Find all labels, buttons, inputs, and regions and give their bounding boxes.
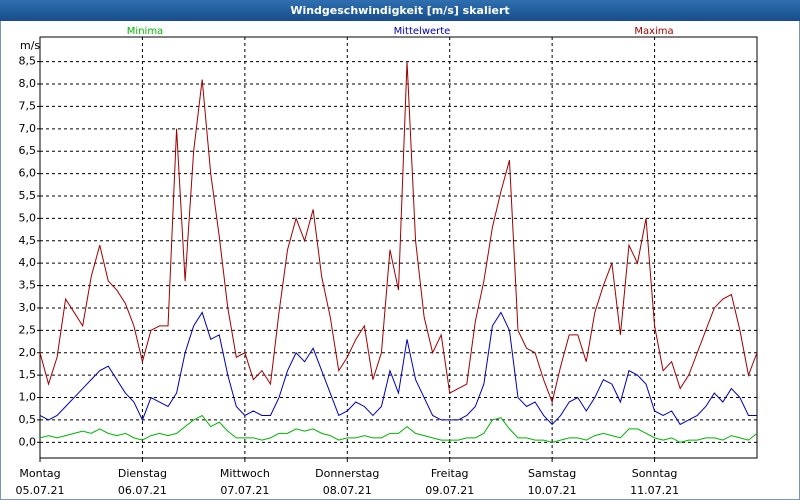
x-tick-label: Samstag	[528, 467, 576, 480]
y-tick-label: 2,0	[19, 346, 37, 359]
series-line	[39, 311, 757, 426]
y-tick-label: 0,5	[19, 413, 37, 426]
plot-frame	[39, 36, 758, 459]
x-tick-date: 11.07.21	[630, 484, 679, 497]
y-tick-label: 3,5	[19, 279, 37, 292]
x-tick-date: 09.07.21	[425, 484, 474, 497]
x-tick-label: Mittwoch	[220, 467, 270, 480]
y-tick-label: 1,5	[19, 368, 37, 381]
x-tick-date: 10.07.21	[528, 484, 577, 497]
y-tick-label: 0,0	[19, 435, 37, 448]
x-tick-label: Montag	[19, 467, 60, 480]
y-tick-label: 7,5	[19, 99, 37, 112]
x-tick-label: Freitag	[431, 467, 469, 480]
x-tick-label: Dienstag	[118, 467, 167, 480]
y-tick-label: 4,0	[19, 256, 37, 269]
y-unit: m/s	[20, 39, 40, 52]
y-tick-label: 3,0	[19, 301, 37, 314]
x-tick-date: 08.07.21	[323, 484, 372, 497]
y-tick-label: 2,5	[19, 323, 37, 336]
y-tick-label: 8,0	[19, 77, 37, 90]
y-tick-label: 6,0	[19, 167, 37, 180]
x-tick-date: 06.07.21	[118, 484, 167, 497]
y-tick-label: 7,0	[19, 122, 37, 135]
y-tick-label: 8,5	[19, 55, 37, 68]
x-tick-label: Donnerstag	[315, 467, 379, 480]
series-line	[39, 61, 758, 404]
y-tick-label: 4,5	[19, 234, 37, 247]
y-tick-label: 1,0	[19, 391, 37, 404]
x-tick-label: Sonntag	[632, 467, 678, 480]
chart-title: Windgeschwindigkeit [m/s] skaliert	[290, 4, 509, 17]
x-tick-date: 07.07.21	[220, 484, 269, 497]
legend-label: Maxima	[634, 26, 673, 37]
series-line	[39, 414, 758, 443]
title-bar	[0, 0, 800, 21]
legend-label: Mittelwerte	[394, 26, 451, 37]
y-tick-label: 5,5	[19, 189, 37, 202]
x-tick-date: 05.07.21	[16, 484, 65, 497]
y-tick-label: 5,0	[19, 211, 37, 224]
legend-label: Minima	[127, 26, 163, 37]
y-tick-label: 6,5	[19, 144, 37, 157]
